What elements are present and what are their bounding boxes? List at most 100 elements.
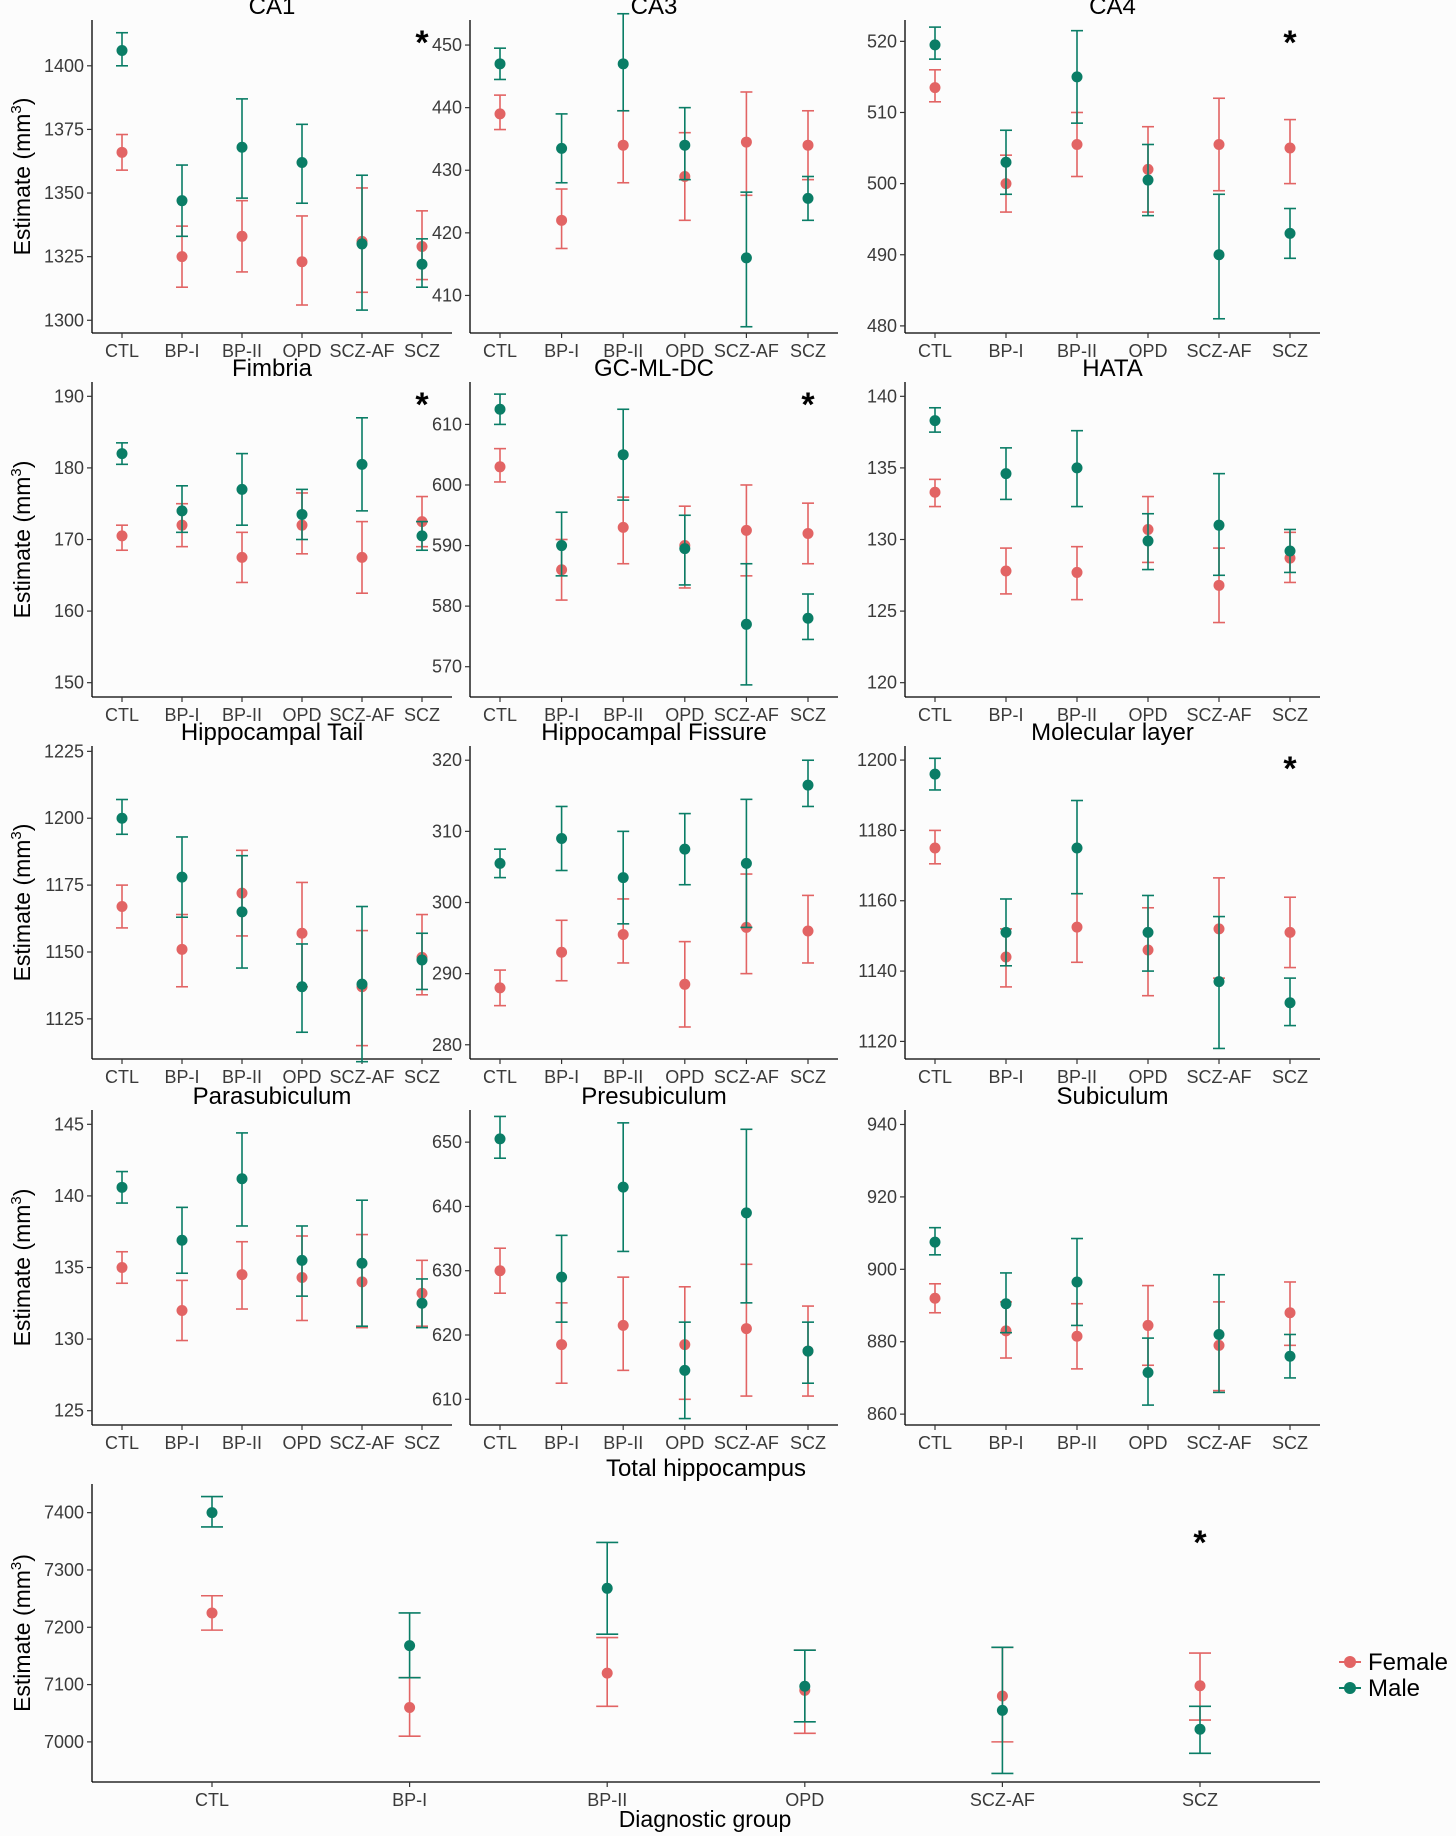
y-tick-label: 140: [867, 386, 897, 406]
y-tick-label: 120: [867, 673, 897, 693]
female-point: [236, 230, 248, 242]
y-tick-label: 1350: [44, 183, 84, 203]
y-axis-label-sup: 3: [8, 831, 25, 839]
significance-star: *: [1283, 24, 1297, 62]
x-tick-label: CTL: [918, 1067, 952, 1087]
female-point: [1213, 138, 1225, 150]
male-point: [929, 39, 941, 51]
female-point: [296, 927, 308, 939]
panel-title: Fimbria: [232, 355, 313, 382]
x-tick-label: CTL: [918, 705, 952, 725]
significance-star: *: [801, 386, 815, 424]
male-point: [799, 1680, 811, 1692]
y-tick-label: 135: [54, 1258, 84, 1278]
male-point: [1284, 227, 1296, 239]
male-point: [740, 1207, 752, 1219]
x-tick-label: OPD: [785, 1790, 824, 1810]
x-tick-label: SCZ: [790, 1067, 826, 1087]
panel-presubiculum: Presubiculum 610 620 630 640 650 CTL BP-I BP-II O…: [432, 1083, 838, 1453]
female-point: [1071, 566, 1083, 578]
y-tick-label: 640: [432, 1196, 462, 1216]
panel-title: Total hippocampus: [606, 1455, 806, 1482]
x-tick-label: OPD: [1128, 1433, 1167, 1453]
x-tick-label: OPD: [282, 705, 321, 725]
panel-title: CA1: [249, 0, 296, 20]
x-tick-label: SCZ: [1272, 1067, 1308, 1087]
x-tick-label: SCZ: [404, 341, 440, 361]
female-point: [236, 551, 248, 563]
y-tick-label: 7300: [44, 1560, 84, 1580]
male-point: [740, 618, 752, 630]
y-tick-label: 610: [432, 414, 462, 434]
x-tick-label: CTL: [105, 1067, 139, 1087]
female-point: [740, 136, 752, 148]
y-tick-label: 160: [54, 601, 84, 621]
female-point: [929, 486, 941, 498]
male-point: [416, 530, 428, 542]
x-tick-label: SCZ: [1272, 1433, 1308, 1453]
x-tick-label: OPD: [282, 1433, 321, 1453]
male-point: [236, 906, 248, 918]
y-tick-label: 880: [867, 1332, 897, 1352]
male-point: [176, 505, 188, 517]
y-axis-label-main: Estimate (mm: [9, 1570, 35, 1712]
x-tick-label: CTL: [483, 1067, 517, 1087]
y-tick-label: 7000: [44, 1732, 84, 1752]
male-point: [556, 540, 568, 552]
y-tick-label: 410: [432, 285, 462, 305]
panel-title: Hippocampal Fissure: [541, 719, 766, 746]
female-point: [1071, 138, 1083, 150]
y-tick-label: 440: [432, 98, 462, 118]
x-tick-label: BP-II: [222, 1433, 262, 1453]
male-point: [740, 252, 752, 264]
panel-title: Parasubiculum: [193, 1083, 352, 1110]
male-point: [601, 1582, 613, 1594]
female-point: [356, 551, 368, 563]
x-tick-label: BP-I: [164, 1067, 199, 1087]
x-tick-label: BP-I: [988, 1067, 1023, 1087]
y-tick-label: 300: [432, 893, 462, 913]
female-point: [296, 256, 308, 268]
female-point: [929, 82, 941, 94]
female-point: [1071, 921, 1083, 933]
male-point: [1284, 545, 1296, 557]
female-point: [206, 1607, 218, 1619]
y-tick-label: 860: [867, 1404, 897, 1424]
x-tick-label: OPD: [665, 1433, 704, 1453]
male-point: [617, 449, 629, 461]
male-point: [929, 415, 941, 427]
female-point: [740, 524, 752, 536]
y-tick-label: 450: [432, 35, 462, 55]
y-axis-label-main: Estimate (mm: [9, 1205, 35, 1347]
male-point: [404, 1640, 416, 1652]
y-tick-label: 430: [432, 160, 462, 180]
y-tick-label: 570: [432, 657, 462, 677]
male-point: [1000, 1298, 1012, 1310]
x-tick-label: CTL: [105, 705, 139, 725]
female-point: [556, 1339, 568, 1351]
y-tick-label: 1300: [44, 310, 84, 330]
male-point: [416, 258, 428, 270]
y-axis-label-close: ): [9, 98, 35, 106]
female-point: [556, 946, 568, 958]
male-point: [617, 872, 629, 884]
y-tick-label: 145: [54, 1114, 84, 1134]
legend-female-label: Female: [1368, 1649, 1448, 1676]
y-tick-label: 125: [54, 1401, 84, 1421]
male-point: [206, 1507, 218, 1519]
panel-title: HATA: [1082, 355, 1142, 382]
female-point: [1142, 1319, 1154, 1331]
x-tick-label: SCZ: [790, 705, 826, 725]
female-point: [802, 925, 814, 937]
x-tick-label: SCZ-AF: [714, 341, 779, 361]
male-point: [1213, 249, 1225, 261]
y-tick-label: 620: [432, 1325, 462, 1345]
legend-male-marker: [1344, 1682, 1356, 1694]
y-tick-label: 7200: [44, 1617, 84, 1637]
male-point: [494, 1133, 506, 1145]
male-point: [1142, 926, 1154, 938]
y-axis-label: Estimate (mm3): [8, 461, 35, 619]
male-point: [296, 157, 308, 169]
y-tick-label: 1225: [44, 741, 84, 761]
y-axis-label-main: Estimate (mm: [9, 114, 35, 256]
